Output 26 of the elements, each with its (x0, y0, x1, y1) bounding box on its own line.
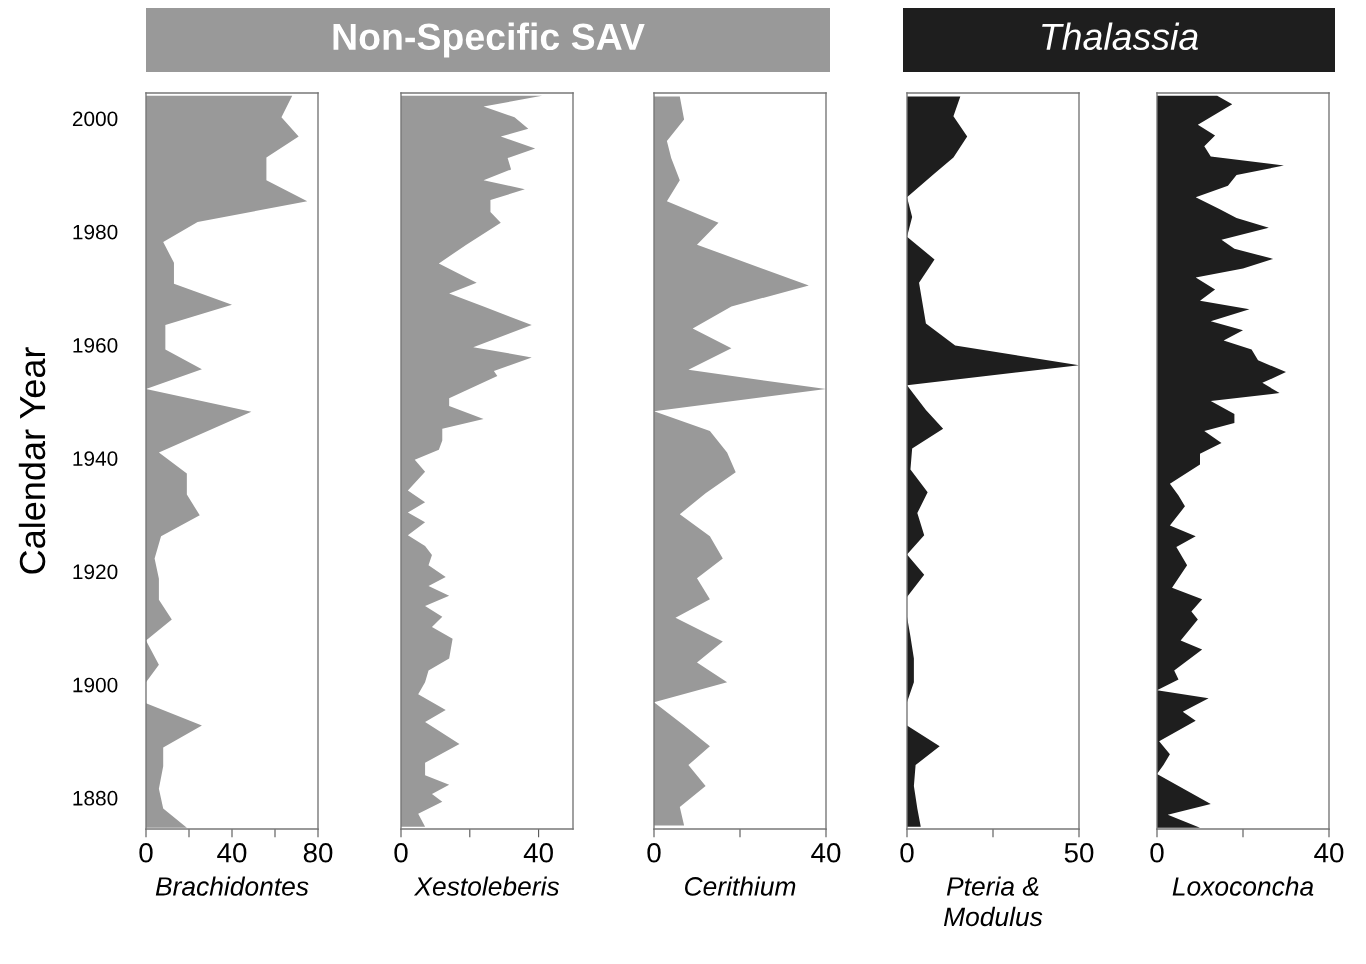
x-axis-title: Pteria & Modulus (943, 876, 1043, 927)
x-tick-label: 0 (394, 842, 408, 863)
y-axis-title: Calendar Year (18, 347, 46, 574)
y-tick-label: 1960 (73, 337, 118, 353)
x-tick-label: 40 (811, 842, 841, 863)
x-tick-label: 40 (217, 842, 247, 863)
y-tick-label: 1980 (73, 224, 118, 240)
chart-title: Non-Specific SAV (333, 22, 645, 58)
x-tick-label: 80 (303, 842, 333, 863)
y-tick-label: 1900 (73, 677, 118, 693)
y-tick-label: 2000 (72, 111, 118, 127)
y-tick-label: 1920 (73, 564, 118, 580)
x-tick-label: 0 (647, 842, 661, 863)
x-tick-label: 0 (1150, 842, 1164, 863)
x-axis-title: Loxoconcha (1172, 876, 1314, 896)
x-tick-label: 40 (1314, 842, 1344, 863)
x-tick-label: 40 (523, 842, 553, 863)
x-tick-label: 0 (139, 842, 153, 863)
x-axis-title: Brachidontes (155, 876, 309, 896)
y-tick-label: 1940 (73, 451, 118, 466)
x-axis-title: Cerithium (685, 876, 796, 896)
x-tick-label: 0 (900, 842, 914, 863)
x-axis-title: Xestoleberis (413, 876, 560, 896)
x-tick-label: 50 (1064, 842, 1094, 863)
chart-title: Thalassia (1042, 22, 1198, 51)
y-tick-label: 1880 (73, 790, 118, 806)
